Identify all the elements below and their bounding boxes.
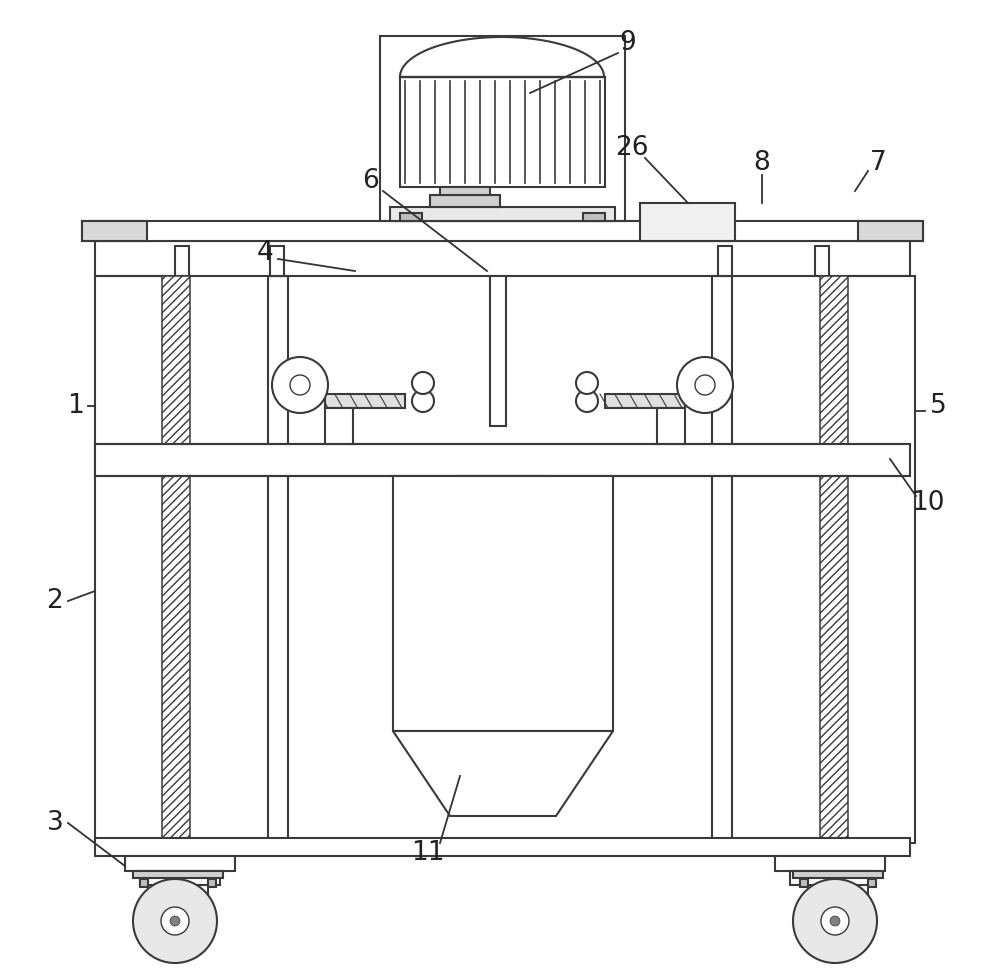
Text: 1: 1 bbox=[67, 393, 83, 419]
Bar bbox=[440, 187, 490, 195]
Bar bbox=[95, 838, 910, 856]
Bar bbox=[325, 408, 353, 444]
Circle shape bbox=[412, 390, 434, 412]
Text: 7: 7 bbox=[870, 150, 886, 176]
Bar bbox=[95, 241, 910, 276]
Text: 3: 3 bbox=[47, 810, 63, 836]
Bar bbox=[640, 203, 735, 241]
Circle shape bbox=[133, 879, 217, 963]
Bar bbox=[125, 856, 235, 871]
Bar bbox=[270, 246, 284, 276]
Bar bbox=[815, 246, 829, 276]
Circle shape bbox=[161, 907, 189, 935]
Bar bbox=[208, 879, 216, 887]
Bar bbox=[175, 246, 189, 276]
Circle shape bbox=[290, 375, 310, 395]
Bar bbox=[400, 213, 422, 221]
Bar bbox=[793, 871, 883, 878]
Text: 5: 5 bbox=[930, 393, 946, 419]
Circle shape bbox=[821, 907, 849, 935]
Text: 6: 6 bbox=[362, 168, 378, 194]
Bar bbox=[712, 276, 732, 843]
Bar bbox=[400, 77, 605, 187]
Circle shape bbox=[272, 357, 328, 413]
Bar bbox=[162, 276, 190, 843]
Bar bbox=[790, 871, 870, 885]
Circle shape bbox=[830, 916, 840, 926]
Bar bbox=[820, 276, 848, 843]
Bar bbox=[140, 879, 148, 887]
Bar bbox=[268, 276, 288, 843]
Bar bbox=[390, 207, 615, 221]
Bar bbox=[140, 871, 220, 885]
Bar bbox=[718, 246, 732, 276]
Text: 9: 9 bbox=[620, 30, 636, 56]
Bar bbox=[657, 408, 685, 444]
Polygon shape bbox=[400, 37, 604, 77]
Bar bbox=[868, 879, 876, 887]
Bar bbox=[82, 221, 147, 241]
Bar bbox=[95, 444, 910, 476]
Bar bbox=[82, 221, 923, 241]
Bar bbox=[583, 213, 605, 221]
Bar bbox=[775, 856, 885, 871]
Circle shape bbox=[695, 375, 715, 395]
Bar bbox=[490, 276, 506, 426]
Bar bbox=[605, 394, 685, 408]
Circle shape bbox=[412, 372, 434, 394]
Text: 26: 26 bbox=[615, 135, 649, 161]
Bar bbox=[325, 394, 405, 408]
Bar bbox=[430, 195, 500, 207]
Bar bbox=[495, 531, 507, 561]
Circle shape bbox=[170, 916, 180, 926]
Circle shape bbox=[677, 357, 733, 413]
Bar bbox=[845, 276, 915, 843]
Text: 4: 4 bbox=[257, 240, 273, 266]
Bar bbox=[95, 276, 165, 843]
Polygon shape bbox=[393, 731, 613, 816]
Bar bbox=[800, 879, 808, 887]
Circle shape bbox=[793, 879, 877, 963]
Text: 10: 10 bbox=[911, 490, 945, 516]
Bar bbox=[133, 871, 223, 878]
Text: 2: 2 bbox=[47, 588, 63, 614]
Text: 8: 8 bbox=[754, 150, 770, 176]
Text: 11: 11 bbox=[411, 840, 445, 866]
Bar bbox=[380, 36, 625, 221]
Circle shape bbox=[576, 390, 598, 412]
Bar bbox=[393, 476, 613, 731]
Bar bbox=[858, 221, 923, 241]
Circle shape bbox=[831, 917, 839, 925]
Bar bbox=[456, 476, 546, 531]
Circle shape bbox=[171, 917, 179, 925]
Circle shape bbox=[576, 372, 598, 394]
